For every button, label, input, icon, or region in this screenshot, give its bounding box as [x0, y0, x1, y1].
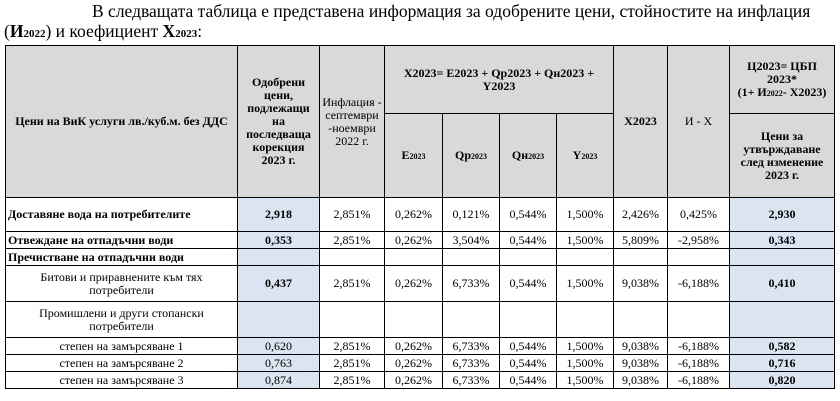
header-service: Цени на ВиК услуги лв./куб.м. без ДДС — [5, 45, 238, 198]
intro-paragraph: В следващата таблица е представена инфор… — [4, 1, 838, 44]
x-symbol: X — [162, 21, 176, 41]
intro-text-2: ) и коефициент — [45, 21, 163, 41]
header-qp2023: Qp2023 — [442, 113, 500, 198]
header-price-formula: Ц2023= ЦБП 2023* (1+ И2022- X2023) — [729, 45, 836, 114]
table-row: Пречистване на отпадъчни води — [5, 248, 836, 266]
header-e2023: E2023 — [384, 113, 443, 198]
table-row: степен на замърсяване 3 0,874 2,851% 0,2… — [5, 371, 836, 389]
intro-text-end: : — [197, 21, 203, 41]
header-qn2023: Qн2023 — [499, 113, 557, 198]
header-formula: X2023= E2023 + Qp2023 + Qн2023 + Y2023 — [383, 45, 615, 114]
table-row: Отвеждане на отпадъчни води 0,353 2,851%… — [5, 231, 836, 249]
table-row: степен на замърсяване 1 0,620 2,851% 0,2… — [5, 337, 836, 355]
table-row: Битови и приравнените към тях потребител… — [5, 265, 836, 302]
intro-text-1: В следващата таблица е представена инфор… — [4, 1, 811, 41]
table-row: Доставяне вода на потребителите 2,918 2,… — [5, 197, 836, 232]
header-price-final: Цени за утвърждаване след изменение 2023… — [729, 113, 836, 198]
table-row: Промишлени и други стопански потребители — [5, 301, 836, 338]
x-subscript: 2023 — [175, 28, 198, 40]
inflation-subscript: 2022 — [23, 28, 46, 40]
header-inflation: Инфлация - септември -ноември 2022 г. — [319, 45, 385, 198]
header-y2023: Y2023 — [555, 113, 615, 198]
header-x2023: X2023 — [613, 45, 669, 198]
header-i-minus-x: И - X — [667, 45, 731, 198]
inflation-symbol: И — [9, 21, 24, 41]
table-row: степен на замърсяване 2 0,763 2,851% 0,2… — [5, 354, 836, 372]
header-approved: Одобрени цени, подлежащи на последваща к… — [237, 45, 320, 198]
price-table: Цени на ВиК услуги лв./куб.м. без ДДС Од… — [5, 45, 836, 389]
